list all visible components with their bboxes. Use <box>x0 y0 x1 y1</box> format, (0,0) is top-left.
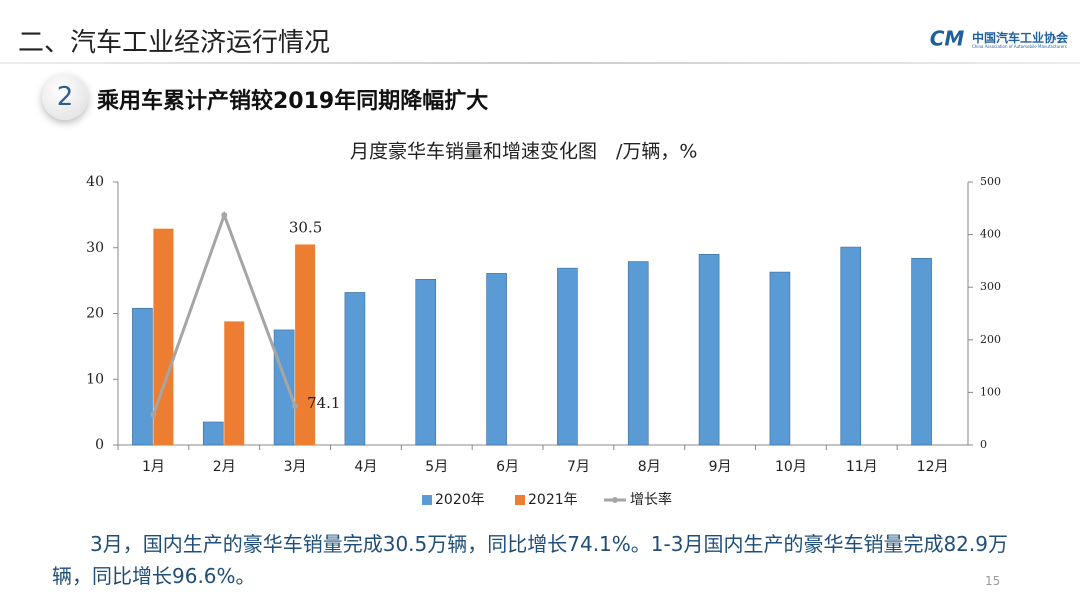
x-tick-label: 4月 <box>354 459 377 475</box>
paragraph: 3月，国内生产的豪华车销量完成30.5万辆，同比增长74.1%。1-3月国内生产… <box>52 532 1008 588</box>
x-tick-label: 3月 <box>284 459 307 475</box>
logo-cn: 中国汽车工业协会 <box>972 31 1069 45</box>
header-rule <box>0 62 1080 64</box>
legend-swatch <box>612 497 618 503</box>
bar <box>224 321 245 445</box>
y2-tick-label: 200 <box>980 333 1001 346</box>
page-number: 15 <box>985 574 1001 588</box>
bar <box>295 244 316 445</box>
x-tick-label: 12月 <box>917 459 949 475</box>
bar <box>153 228 174 445</box>
x-tick-label: 8月 <box>638 459 661 475</box>
section-number: 2 <box>42 74 88 120</box>
y-tick-label: 0 <box>95 437 104 453</box>
bar <box>202 421 224 446</box>
legend-label: 2021年 <box>528 492 578 508</box>
data-label: 30.5 <box>289 218 322 236</box>
x-tick-label: 5月 <box>425 459 448 475</box>
bar <box>557 267 578 446</box>
line-marker <box>221 212 228 219</box>
bar <box>132 307 153 446</box>
section-subtitle: 乘用车累计产销较2019年同期降幅扩大 <box>97 89 489 114</box>
line-marker <box>150 411 157 418</box>
legend-label: 增长率 <box>630 491 672 508</box>
y2-tick-label: 100 <box>980 385 1001 398</box>
y-tick-label: 10 <box>86 371 104 387</box>
y2-tick-label: 400 <box>980 228 1001 241</box>
bar <box>486 273 507 446</box>
x-tick-label: 9月 <box>709 459 732 475</box>
bar <box>273 329 295 446</box>
y-tick-label: 40 <box>86 174 104 190</box>
bar <box>911 257 932 446</box>
x-tick-label: 10月 <box>775 459 807 475</box>
bar <box>769 271 791 446</box>
y-tick-label: 30 <box>86 240 104 256</box>
slide-title: 二、汽车工业经济运行情况 <box>18 28 331 58</box>
legend-swatch <box>515 495 525 505</box>
x-tick-label: 11月 <box>846 459 878 475</box>
x-tick-label: 2月 <box>213 459 236 475</box>
bar <box>344 292 366 446</box>
x-tick-label: 7月 <box>567 459 590 475</box>
bar <box>415 279 437 446</box>
y-tick-label: 20 <box>86 306 104 322</box>
y2-tick-label: 300 <box>980 280 1001 293</box>
y2-tick-label: 0 <box>980 438 987 451</box>
bar <box>698 254 720 446</box>
y2-tick-label: 500 <box>980 175 1001 188</box>
data-label: 74.1 <box>307 394 340 412</box>
legend-label: 2020年 <box>435 492 485 508</box>
logo-mark: CM <box>930 27 965 51</box>
x-tick-label: 6月 <box>496 459 519 475</box>
bar <box>840 246 862 446</box>
legend-swatch <box>422 495 432 505</box>
line-marker <box>292 403 299 410</box>
logo-en: China Association of Automobile Manufact… <box>972 44 1067 49</box>
x-tick-label: 1月 <box>142 459 165 475</box>
chart-title: 月度豪华车销量和增速变化图 /万辆，% <box>350 141 697 163</box>
bar <box>627 261 649 446</box>
